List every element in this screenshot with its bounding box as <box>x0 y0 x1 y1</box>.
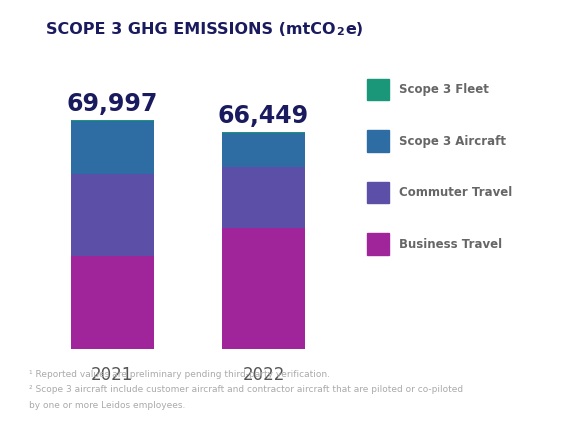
Bar <box>222 167 305 228</box>
Text: Business Travel: Business Travel <box>399 237 502 251</box>
Text: 2021: 2021 <box>91 366 134 384</box>
Text: 2022: 2022 <box>242 366 285 384</box>
Text: ¹ Reported values are preliminary pending third-party verification.: ¹ Reported values are preliminary pendin… <box>29 370 330 379</box>
Text: e): e) <box>345 22 363 37</box>
Bar <box>222 133 305 167</box>
Bar <box>222 228 305 349</box>
Text: Scope 3 Fleet: Scope 3 Fleet <box>399 83 489 96</box>
Text: Scope 3 Aircraft: Scope 3 Aircraft <box>399 134 506 148</box>
Text: 69,997: 69,997 <box>66 92 158 116</box>
Bar <box>71 255 154 349</box>
Text: ² Scope 3 aircraft include customer aircraft and contractor aircraft that are pi: ² Scope 3 aircraft include customer airc… <box>29 385 463 394</box>
Bar <box>222 132 305 133</box>
Text: 66,449: 66,449 <box>218 103 309 128</box>
Text: by one or more Leidos employees.: by one or more Leidos employees. <box>29 401 186 410</box>
Bar <box>71 120 154 121</box>
Bar <box>71 121 154 173</box>
Bar <box>71 173 154 255</box>
Text: Commuter Travel: Commuter Travel <box>399 186 513 199</box>
Text: SCOPE 3 GHG EMISSIONS (mtCO: SCOPE 3 GHG EMISSIONS (mtCO <box>46 22 335 37</box>
Text: 2: 2 <box>336 27 344 37</box>
